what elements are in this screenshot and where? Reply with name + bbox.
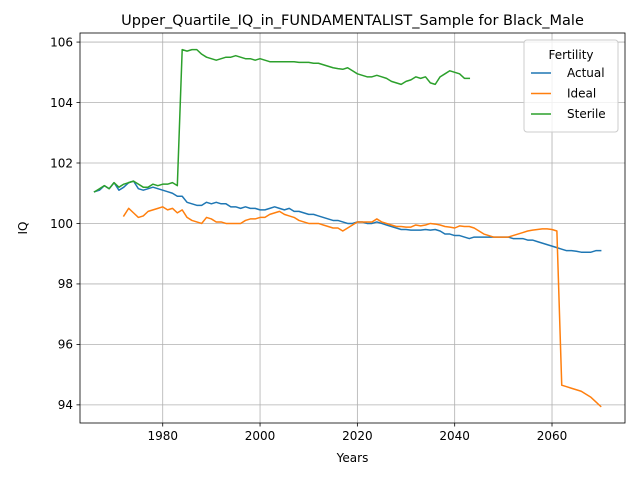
legend-title: Fertility <box>548 48 593 62</box>
legend-label-ideal: Ideal <box>567 87 596 101</box>
legend-box <box>523 39 619 133</box>
x-tick-label: 2020 <box>342 429 373 443</box>
plot-frame <box>79 32 626 424</box>
legend-label-sterile: Sterile <box>567 107 606 121</box>
x-axis-ticks: 1980 2000 2020 2040 2060 <box>147 423 567 443</box>
x-tick-label: 1980 <box>147 429 178 443</box>
legend-label-actual: Actual <box>567 66 605 80</box>
x-axis-label: Years <box>336 451 369 465</box>
chart-title: Upper_Quartile_IQ_in_FUNDAMENTALIST_Samp… <box>121 13 584 29</box>
legend: Fertility Actual Ideal Sterile <box>523 39 619 133</box>
series-lines <box>93 48 602 408</box>
y-axis-label: IQ <box>16 222 30 235</box>
y-tick-label: 104 <box>50 96 73 110</box>
y-axis-ticks: 94 96 98 100 102 104 106 <box>50 35 80 412</box>
legend-items: Actual Ideal Sterile <box>531 66 606 121</box>
x-tick-label: 2060 <box>537 429 568 443</box>
x-tick-label: 2000 <box>245 429 276 443</box>
x-tick-label: 2040 <box>439 429 470 443</box>
y-tick-label: 96 <box>58 338 73 352</box>
series-line-sterile <box>93 48 471 193</box>
y-tick-label: 100 <box>50 217 73 231</box>
y-tick-label: 94 <box>58 398 73 412</box>
y-tick-label: 98 <box>58 277 73 291</box>
y-tick-label: 106 <box>50 35 73 49</box>
series-line-ideal <box>122 206 602 408</box>
series-line-actual <box>93 180 602 253</box>
y-tick-label: 102 <box>50 156 73 170</box>
